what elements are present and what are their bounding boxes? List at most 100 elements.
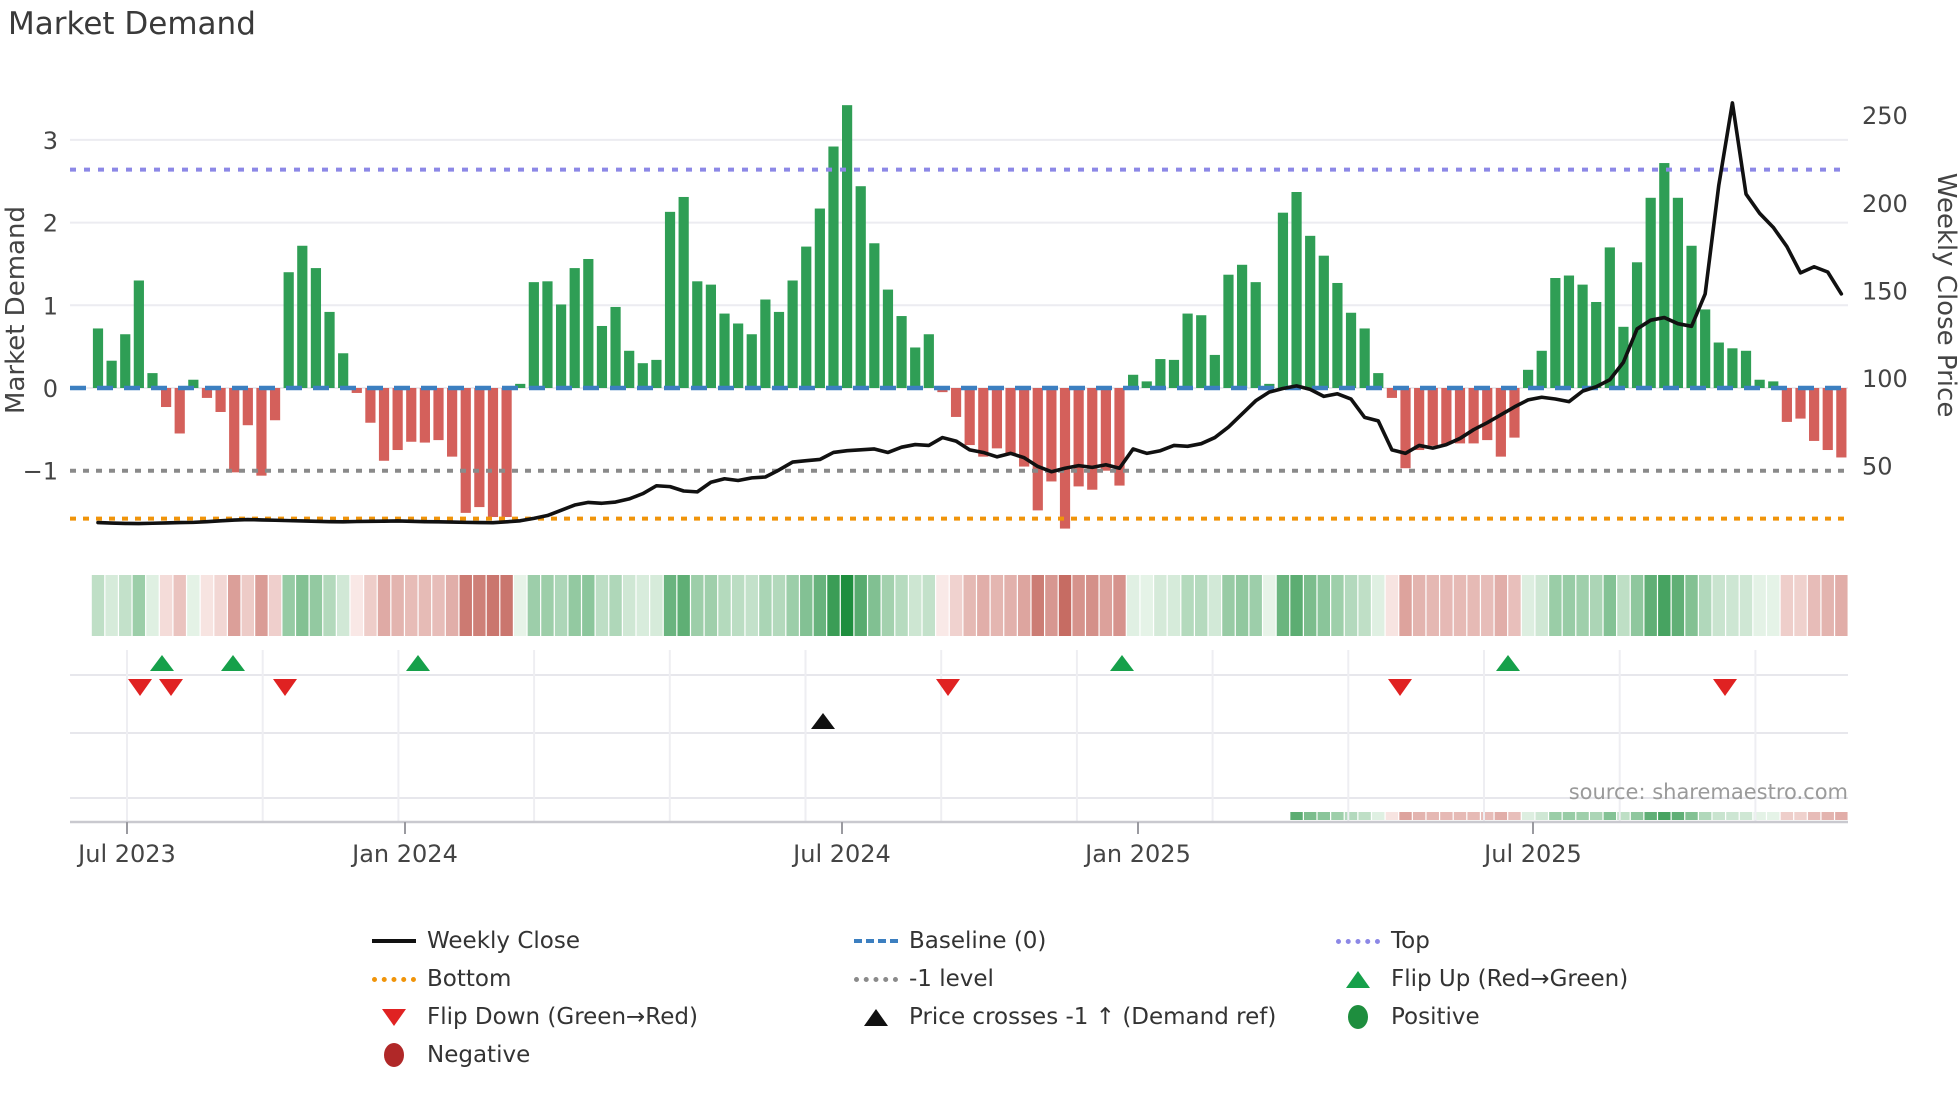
heatmap-cell [800,575,813,636]
demand-bar [1700,309,1711,388]
heatmap-cell [745,575,758,636]
mini-heatmap-cell [1780,812,1794,820]
legend-item-positive[interactable]: Positive [1335,1003,1480,1031]
flip-down-marker [1388,679,1412,696]
heatmap-cell [1235,575,1249,636]
demand-bar [991,388,1003,449]
demand-bar [1427,388,1438,446]
heatmap-cell [1835,575,1848,636]
mini-heatmap-cell [1344,812,1358,820]
heatmap-cell [922,575,936,636]
legend-item-bottom[interactable]: Bottom [371,965,511,993]
legend-item-top[interactable]: Top [1335,927,1430,955]
heatmap-cell [1045,575,1058,636]
legend-item-baseline-0[interactable]: Baseline (0) [853,927,1046,955]
heatmap-cell [1494,575,1508,636]
demand-bar [1100,388,1111,471]
demand-bar [555,304,567,388]
heatmap-cell [1208,575,1222,636]
heatmap-cell [854,575,867,636]
demand-bars [92,105,1847,529]
heatmap-cell [459,575,472,636]
heatmap-cell [445,575,459,636]
legend-item-negative[interactable]: Negative [371,1041,530,1069]
legend-label: Price crosses -1 ↑ (Demand ref) [909,1004,1277,1030]
heatmap-cell [691,575,704,636]
heatmap-cell [1276,575,1290,636]
heatmap-cell [146,575,159,636]
mini-heatmap-cell [1712,812,1725,820]
heatmap-cell [1031,575,1044,636]
demand-bar [1019,388,1030,467]
heatmap-cell [391,575,404,636]
demand-bar [637,363,648,388]
demand-bar [1277,212,1289,388]
x-axis-tick-label: Jul 2023 [76,840,176,868]
legend-label: Positive [1391,1004,1480,1030]
heatmap-cell [296,575,309,636]
legend-item-price-crosses-1-demand-ref[interactable]: Price crosses -1 ↑ (Demand ref) [853,1003,1276,1031]
demand-bar [882,289,894,388]
heatmap-cell [1685,575,1698,636]
heatmap-cell [418,575,432,636]
demand-bar [760,299,771,388]
demand-bar [1809,388,1820,441]
heatmap-cell [241,575,255,636]
demand-bar [406,388,417,442]
demand-bar [501,388,512,518]
demand-bar [392,388,403,451]
demand-bar [678,196,689,388]
weekly-close-line [96,101,1844,526]
heatmap-cell [772,575,786,636]
right-axis-tick: 150 [1862,277,1908,305]
legend-item-flip-up-red-green[interactable]: Flip Up (Red→Green) [1335,965,1628,993]
demand-bar [92,328,104,388]
demand-bar [651,359,662,388]
legend-label: Negative [427,1042,531,1068]
demand-bar [596,325,608,388]
heatmap-cell [786,575,799,636]
legend-label: -1 level [909,966,994,992]
mini-heatmap-cell [1358,812,1371,820]
demand-bar [1795,388,1806,419]
left-axis-title: Market Demand [1,206,31,414]
mini-heatmap-cell [1549,812,1562,820]
demand-bar [1332,282,1343,388]
demand-bar [787,280,798,388]
heatmap-cell [1590,575,1603,636]
legend-item-weekly-close[interactable]: Weekly Close [371,927,580,955]
heatmap-cell [282,575,295,636]
heatmap-cell [650,575,663,636]
legend-item-flip-down-green-red[interactable]: Flip Down (Green→Red) [371,1003,698,1031]
heatmap-cell [527,575,541,636]
heatmap-cell [514,575,527,636]
heatmap-cell [364,575,377,636]
demand-bar [1373,373,1384,388]
right-axis-tick: 200 [1862,190,1908,218]
demand-bar [256,388,267,476]
heatmap-cell [119,575,132,636]
demand-bar [1822,388,1833,451]
mini-heatmap-cell [1481,812,1494,820]
heatmap-cell [1453,575,1467,636]
legend-item-1-level[interactable]: -1 level [853,965,994,993]
demand-bar [746,334,757,388]
heatmap-cell [105,575,118,636]
mini-heatmap-cell [1576,812,1589,820]
heatmap-cell [1807,575,1821,636]
heatmap-cell [1181,575,1194,636]
demand-bar [106,360,117,388]
heatmap-cell [909,575,922,636]
demand-bar [1059,388,1071,529]
heatmap-cell [1753,575,1766,636]
heatmap-cell [336,575,350,636]
mini-heatmap-cell [1753,812,1766,820]
heatmap-cell [1358,575,1371,636]
mini-heatmap-cell [1739,812,1753,820]
heatmap-cell [1576,575,1589,636]
heatmap-cell [214,575,227,636]
heatmap-cell [1099,575,1113,636]
demand-bar [515,383,526,388]
heatmap-cell [1058,575,1072,636]
